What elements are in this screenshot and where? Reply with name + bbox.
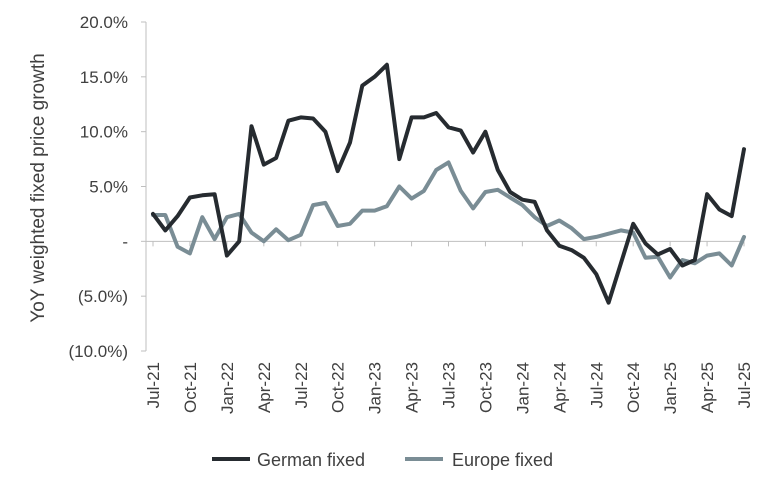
legend: German fixed Europe fixed: [212, 450, 553, 470]
series-lines: [151, 62, 746, 305]
x-tick-label: Jul-25: [735, 362, 754, 408]
x-tick-label: Jan-25: [661, 362, 680, 414]
x-tick-label: Oct-22: [329, 362, 348, 413]
x-tick-label: Oct-21: [181, 362, 200, 413]
x-tick-label: Jan-22: [218, 362, 237, 414]
y-tick-label: -: [122, 232, 128, 251]
x-tick-label: Apr-23: [403, 362, 422, 413]
x-tick-label: Jan-23: [366, 362, 385, 414]
y-tick-label: (5.0%): [78, 287, 128, 306]
x-tick-label: Jul-22: [292, 362, 311, 408]
y-axis-label-group: YoY weighted fixed price growth: [28, 53, 49, 322]
x-tick-label: Jul-23: [440, 362, 459, 408]
x-tick-label: Apr-22: [255, 362, 274, 413]
x-tick-label: Oct-24: [624, 362, 643, 413]
x-tick-label: Jul-21: [144, 362, 163, 408]
y-tick-label: 15.0%: [80, 68, 128, 87]
legend-label-german-fixed: German fixed: [257, 450, 365, 470]
y-tick-label: 5.0%: [89, 178, 128, 197]
x-tick-label: Jul-24: [587, 362, 606, 408]
axes: [145, 22, 744, 351]
x-axis-ticks: Jul-21 Oct-21 Jan-22 Apr-22 Jul-22 Oct-22 Jan-…: [144, 241, 754, 414]
x-tick-label: Apr-24: [550, 362, 569, 413]
y-axis-ticks: 20.0% 15.0% 10.0% 5.0% - (5.0%) (10.0%): [68, 13, 146, 361]
y-tick-label: (10.0%): [68, 342, 128, 361]
legend-label-europe-fixed: Europe fixed: [452, 450, 553, 470]
series-line-europe-fixed: [151, 160, 746, 280]
y-axis-title: YoY weighted fixed price growth: [28, 53, 49, 322]
y-tick-label: 20.0%: [80, 13, 128, 32]
y-tick-label: 10.0%: [80, 123, 128, 142]
series-line-german-fixed: [151, 62, 746, 305]
x-tick-label: Jan-24: [513, 362, 532, 414]
x-tick-label: Apr-25: [698, 362, 717, 413]
x-tick-label: Oct-23: [476, 362, 495, 413]
